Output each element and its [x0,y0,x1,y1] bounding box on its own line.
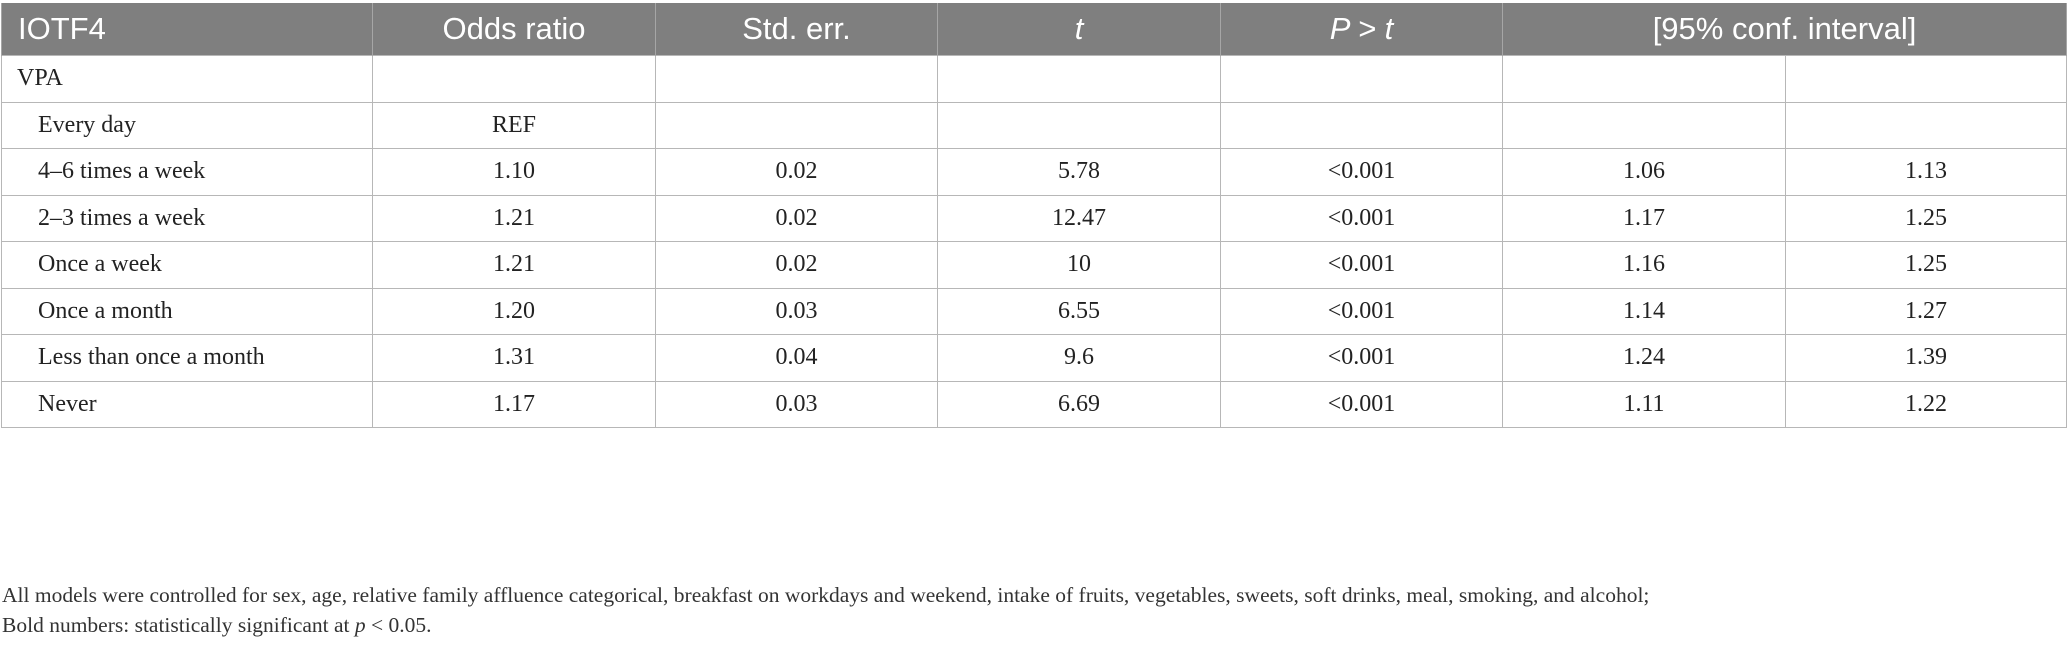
cell-empty [937,55,1221,103]
cell-ci-upper: 1.22 [1784,380,2067,428]
table-row: Less than once a month 1.31 0.04 9.6 <0.001 1… [1,334,2067,382]
cell-std-err: 0.02 [655,148,938,196]
cell-ci-lower [1502,101,1786,149]
cell-ci-upper: 1.39 [1784,334,2067,382]
cell-ci-lower: 1.24 [1502,334,1786,382]
cell-odds-ratio: 1.21 [372,241,656,289]
cell-t: 12.47 [937,194,1221,242]
table-row: 4–6 times a week 1.10 0.02 5.78 <0.001 1.06 1.… [1,148,2067,196]
table-row: 2–3 times a week 1.21 0.02 12.47 <0.001 1.17 1… [1,194,2067,242]
row-label: Less than once a month [1,334,373,382]
row-label: Once a month [1,287,373,335]
table-row: Never 1.17 0.03 6.69 <0.001 1.11 1.22 [1,380,2067,428]
table-header-row: IOTF4 Odds ratio Std. err. t P > t [95% … [1,3,2067,56]
cell-ci-upper: 1.25 [1784,241,2067,289]
cell-empty [655,55,938,103]
table-row: Every day REF [1,101,2067,149]
table-row: Once a week 1.21 0.02 10 <0.001 1.16 1.25 [1,241,2067,289]
header-p: P > t [1220,3,1503,56]
cell-t: 6.55 [937,287,1221,335]
table-row: Once a month 1.20 0.03 6.55 <0.001 1.14 1.27 [1,287,2067,335]
cell-t: 5.78 [937,148,1221,196]
cell-empty [1220,55,1503,103]
header-t: t [937,3,1221,56]
cell-std-err [655,101,938,149]
cell-p-value: <0.001 [1220,334,1503,382]
cell-t: 10 [937,241,1221,289]
cell-t: 6.69 [937,380,1221,428]
group-label: VPA [1,55,373,103]
cell-ci-upper: 1.13 [1784,148,2067,196]
cell-ci-upper: 1.27 [1784,287,2067,335]
results-table-container: IOTF4 Odds ratio Std. err. t P > t [95% … [1,3,2067,428]
footnote-line-2-suffix: < 0.05. [365,613,432,637]
cell-std-err: 0.03 [655,380,938,428]
cell-odds-ratio: 1.10 [372,148,656,196]
cell-p-value: <0.001 [1220,241,1503,289]
cell-p-value [1220,101,1503,149]
cell-t [937,101,1221,149]
row-label: Never [1,380,373,428]
row-label: Once a week [1,241,373,289]
row-label: 4–6 times a week [1,148,373,196]
cell-std-err: 0.02 [655,194,938,242]
cell-p-value: <0.001 [1220,148,1503,196]
footnote-line-2: Bold numbers: statistically significant … [2,610,2062,640]
header-odds-ratio: Odds ratio [372,3,656,56]
row-label: Every day [1,101,373,149]
cell-p-value: <0.001 [1220,287,1503,335]
cell-ci-upper [1784,101,2067,149]
cell-t: 9.6 [937,334,1221,382]
cell-odds-ratio: 1.20 [372,287,656,335]
cell-empty [372,55,656,103]
header-outcome: IOTF4 [1,3,373,56]
table-footnote: All models were controlled for sex, age,… [2,580,2062,640]
row-label: 2–3 times a week [1,194,373,242]
table-row-group: VPA [1,55,2067,103]
cell-ci-lower: 1.16 [1502,241,1786,289]
cell-std-err: 0.02 [655,241,938,289]
cell-p-value: <0.001 [1220,380,1503,428]
cell-empty [1502,55,1786,103]
odds-ratio-table: IOTF4 Odds ratio Std. err. t P > t [95% … [1,3,2067,428]
cell-std-err: 0.04 [655,334,938,382]
cell-odds-ratio: REF [372,101,656,149]
cell-odds-ratio: 1.31 [372,334,656,382]
footnote-line-1: All models were controlled for sex, age,… [2,583,1650,607]
cell-ci-lower: 1.14 [1502,287,1786,335]
cell-p-value: <0.001 [1220,194,1503,242]
cell-odds-ratio: 1.21 [372,194,656,242]
cell-ci-upper: 1.25 [1784,194,2067,242]
cell-std-err: 0.03 [655,287,938,335]
header-conf-interval: [95% conf. interval] [1501,3,2067,56]
header-std-err: Std. err. [655,3,938,56]
footnote-line-2-prefix: Bold numbers: statistically significant … [2,613,355,637]
footnote-p-variable: p [354,613,366,637]
cell-ci-lower: 1.06 [1502,148,1786,196]
cell-empty [1784,55,2067,103]
cell-ci-lower: 1.17 [1502,194,1786,242]
cell-odds-ratio: 1.17 [372,380,656,428]
cell-ci-lower: 1.11 [1502,380,1786,428]
